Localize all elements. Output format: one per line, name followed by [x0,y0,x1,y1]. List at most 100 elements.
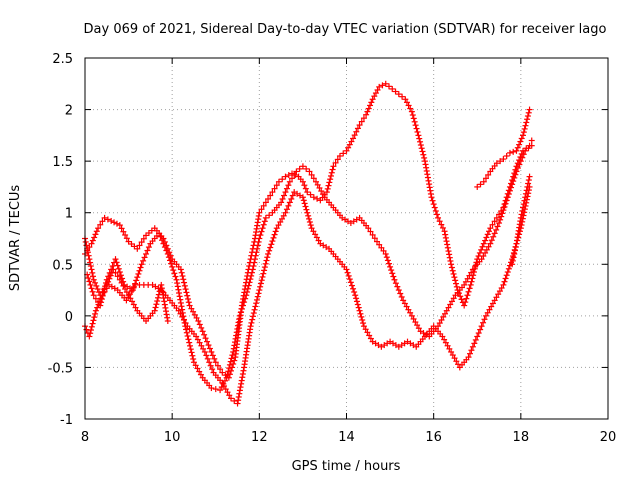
data-point-interp [512,171,519,178]
data-point [262,214,269,221]
data-point-interp [346,141,353,148]
data-point [389,85,396,92]
data-point-interp [114,273,121,280]
data-point-interp [92,310,99,317]
data-point [382,80,389,87]
data-point-interp [237,309,244,316]
data-point-interp [362,326,369,333]
data-point [278,199,285,206]
data-point-interp [344,269,351,276]
data-point-interp [505,191,512,198]
data-point-interp [277,218,284,225]
data-point-interp [521,197,528,204]
data-point-interp [392,88,399,95]
data-point-interp [367,335,374,342]
data-point-interp [398,293,405,300]
data-point-interp [257,283,264,290]
data-point-interp [512,244,519,251]
data-point-interp [485,243,492,250]
data-point-interp [353,298,360,305]
data-point-interp [212,386,219,393]
data-point-interp [501,203,508,210]
data-point-interp [271,231,278,238]
data-point-interp [419,148,426,155]
data-point-interp [441,310,448,317]
data-point [273,225,280,232]
data-point-interp [136,242,143,249]
data-point-interp [443,238,450,245]
data-point-interp [403,99,410,106]
data-point [435,214,442,221]
data-point [193,333,200,340]
data-point-interp [357,310,364,317]
data-point-interp [254,242,261,249]
data-point-interp [301,182,308,189]
data-point-interp [130,285,137,292]
data-point-interp [491,218,498,225]
x-tick-label: 12 [251,430,268,445]
data-point-interp [282,189,289,196]
data-point-interp [181,282,188,289]
data-point-interp [88,266,95,273]
data-point-interp [389,270,396,277]
data-point [439,333,446,340]
data-point-interp [379,82,386,89]
data-point-interp [248,269,255,276]
data-point-interp [453,283,460,290]
data-point-interp [87,263,94,270]
data-point-interp [229,352,236,359]
data-point-interp [266,247,273,254]
data-point-interp [174,280,181,287]
data-point-interp [328,169,335,176]
data-point-interp [505,265,512,272]
data-point-interp [452,277,459,284]
data-point-interp [325,182,332,189]
y-tick-label: 2.5 [52,52,73,67]
data-point [275,178,282,185]
data-point [441,228,448,235]
data-point-interp [376,241,383,248]
data-point [262,199,269,206]
data-point-interp [123,235,130,242]
data-point-interp [176,293,183,300]
data-point-interp [91,234,98,241]
data-point-interp [87,327,94,334]
data-point [156,230,163,237]
data-point-interp [354,301,361,308]
data-point-interp [90,317,97,324]
data-point-interp [260,221,267,228]
data-point-interp [514,144,521,151]
data-point-interp [480,319,487,326]
data-point-interp [324,185,331,192]
data-point-interp [345,144,352,151]
data-point-interp [480,253,487,260]
data-point-interp [319,191,326,198]
data-point [352,292,359,299]
data-point-interp [224,389,231,396]
data-point-interp [394,283,401,290]
data-point-interp [446,251,453,258]
data-point-interp [198,342,205,349]
data-point-interp [189,352,196,359]
data-point-interp [414,322,421,329]
data-point-interp [348,138,355,145]
data-point-interp [272,228,279,235]
data-point-interp [446,345,453,352]
data-point-interp [520,151,527,158]
data-point [138,261,145,268]
data-point-interp [521,125,528,132]
data-point-interp [367,102,374,109]
data-point-interp [88,285,95,292]
data-point-interp [193,314,200,321]
data-point [504,194,511,201]
data-point-interp [475,330,482,337]
data-point [415,132,422,139]
data-point-interp [176,290,183,297]
data-point-interp [516,141,523,148]
data-point-interp [289,192,296,199]
data-point [308,225,315,232]
data-point [528,137,535,144]
x-tick-label: 16 [425,430,442,445]
x-tick-label: 18 [513,430,530,445]
